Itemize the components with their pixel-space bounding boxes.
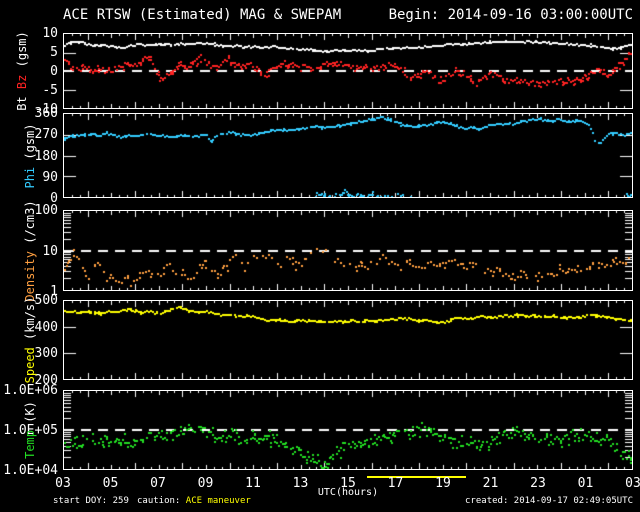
ytick-label-phi: 90 — [42, 169, 58, 185]
panel-canvas-phi — [64, 114, 632, 197]
ytick-label-temp: 1.0E+06 — [3, 383, 58, 398]
panel-density — [63, 210, 633, 291]
page-title: ACE RTSW (Estimated) MAG & SWEPAM — [63, 7, 342, 23]
panel-bt-bz — [63, 33, 633, 109]
ytick-label-bt-bz: -10 — [34, 102, 58, 117]
panel-canvas-bt-bz — [64, 34, 632, 108]
ytick-label-density: 1 — [50, 284, 58, 299]
ytick-label-bt-bz: 5 — [50, 45, 58, 60]
created-label: created: 2014-09-17 02:49:05UTC — [465, 496, 633, 506]
caution-prefix: caution: — [137, 496, 186, 506]
ytick-label-phi: 0 — [50, 191, 58, 206]
xtick-label: 13 — [292, 476, 309, 491]
ytick-label-bt-bz: 10 — [42, 26, 58, 41]
xtick-label: 23 — [530, 476, 546, 491]
xtick-label: 03 — [55, 476, 71, 491]
x-axis-title: UTC(hours) — [317, 487, 379, 498]
xtick-label: 21 — [482, 476, 499, 491]
xtick-label: 03 — [625, 476, 640, 491]
xtick-label: 15 — [340, 476, 356, 491]
ytick-label-speed: 300 — [34, 346, 58, 362]
caution-value: ACE maneuver — [185, 496, 251, 506]
panel-temp — [63, 390, 633, 470]
xtick-label: 19 — [435, 476, 451, 491]
panel-canvas-temp — [64, 391, 632, 469]
maneuver-caution-bar — [367, 476, 466, 478]
xtick-label: 09 — [197, 476, 214, 491]
ytick-label-phi: 270 — [34, 127, 58, 143]
y-axis-title-temp: Temp (K) — [22, 330, 38, 512]
ytick-label-density: 10 — [42, 243, 58, 259]
xtick-label: 07 — [150, 476, 166, 491]
ytick-label-phi: 360 — [34, 106, 58, 121]
ytick-label-speed: 500 — [34, 293, 58, 308]
xtick-label: 17 — [387, 476, 404, 491]
y-axis-title-part: Temp — [23, 430, 37, 459]
xtick-label: 05 — [102, 476, 119, 491]
y-axis-title-part: (K) — [23, 401, 37, 430]
ytick-label-density: 100 — [34, 203, 58, 218]
ytick-label-bt-bz: 0 — [50, 64, 58, 79]
xtick-label: 11 — [245, 476, 261, 491]
panel-speed — [63, 300, 633, 380]
begin-label: Begin: 2014-09-16 03:00:00UTC — [388, 7, 633, 23]
panel-phi — [63, 113, 633, 198]
panel-canvas-density — [64, 211, 632, 290]
caution-label: caution: ACE maneuver — [137, 496, 251, 506]
ytick-label-phi: 180 — [34, 148, 58, 164]
xtick-label: 01 — [577, 476, 594, 491]
ytick-label-temp: 1.0E+04 — [3, 463, 58, 478]
start-doy-label: start DOY: 259 — [53, 496, 129, 506]
ytick-label-speed: 200 — [34, 373, 58, 388]
panel-canvas-speed — [64, 301, 632, 379]
ytick-label-bt-bz: -5 — [42, 83, 58, 98]
ytick-label-speed: 400 — [34, 319, 58, 335]
ytick-label-temp: 1.0E+05 — [3, 423, 58, 438]
